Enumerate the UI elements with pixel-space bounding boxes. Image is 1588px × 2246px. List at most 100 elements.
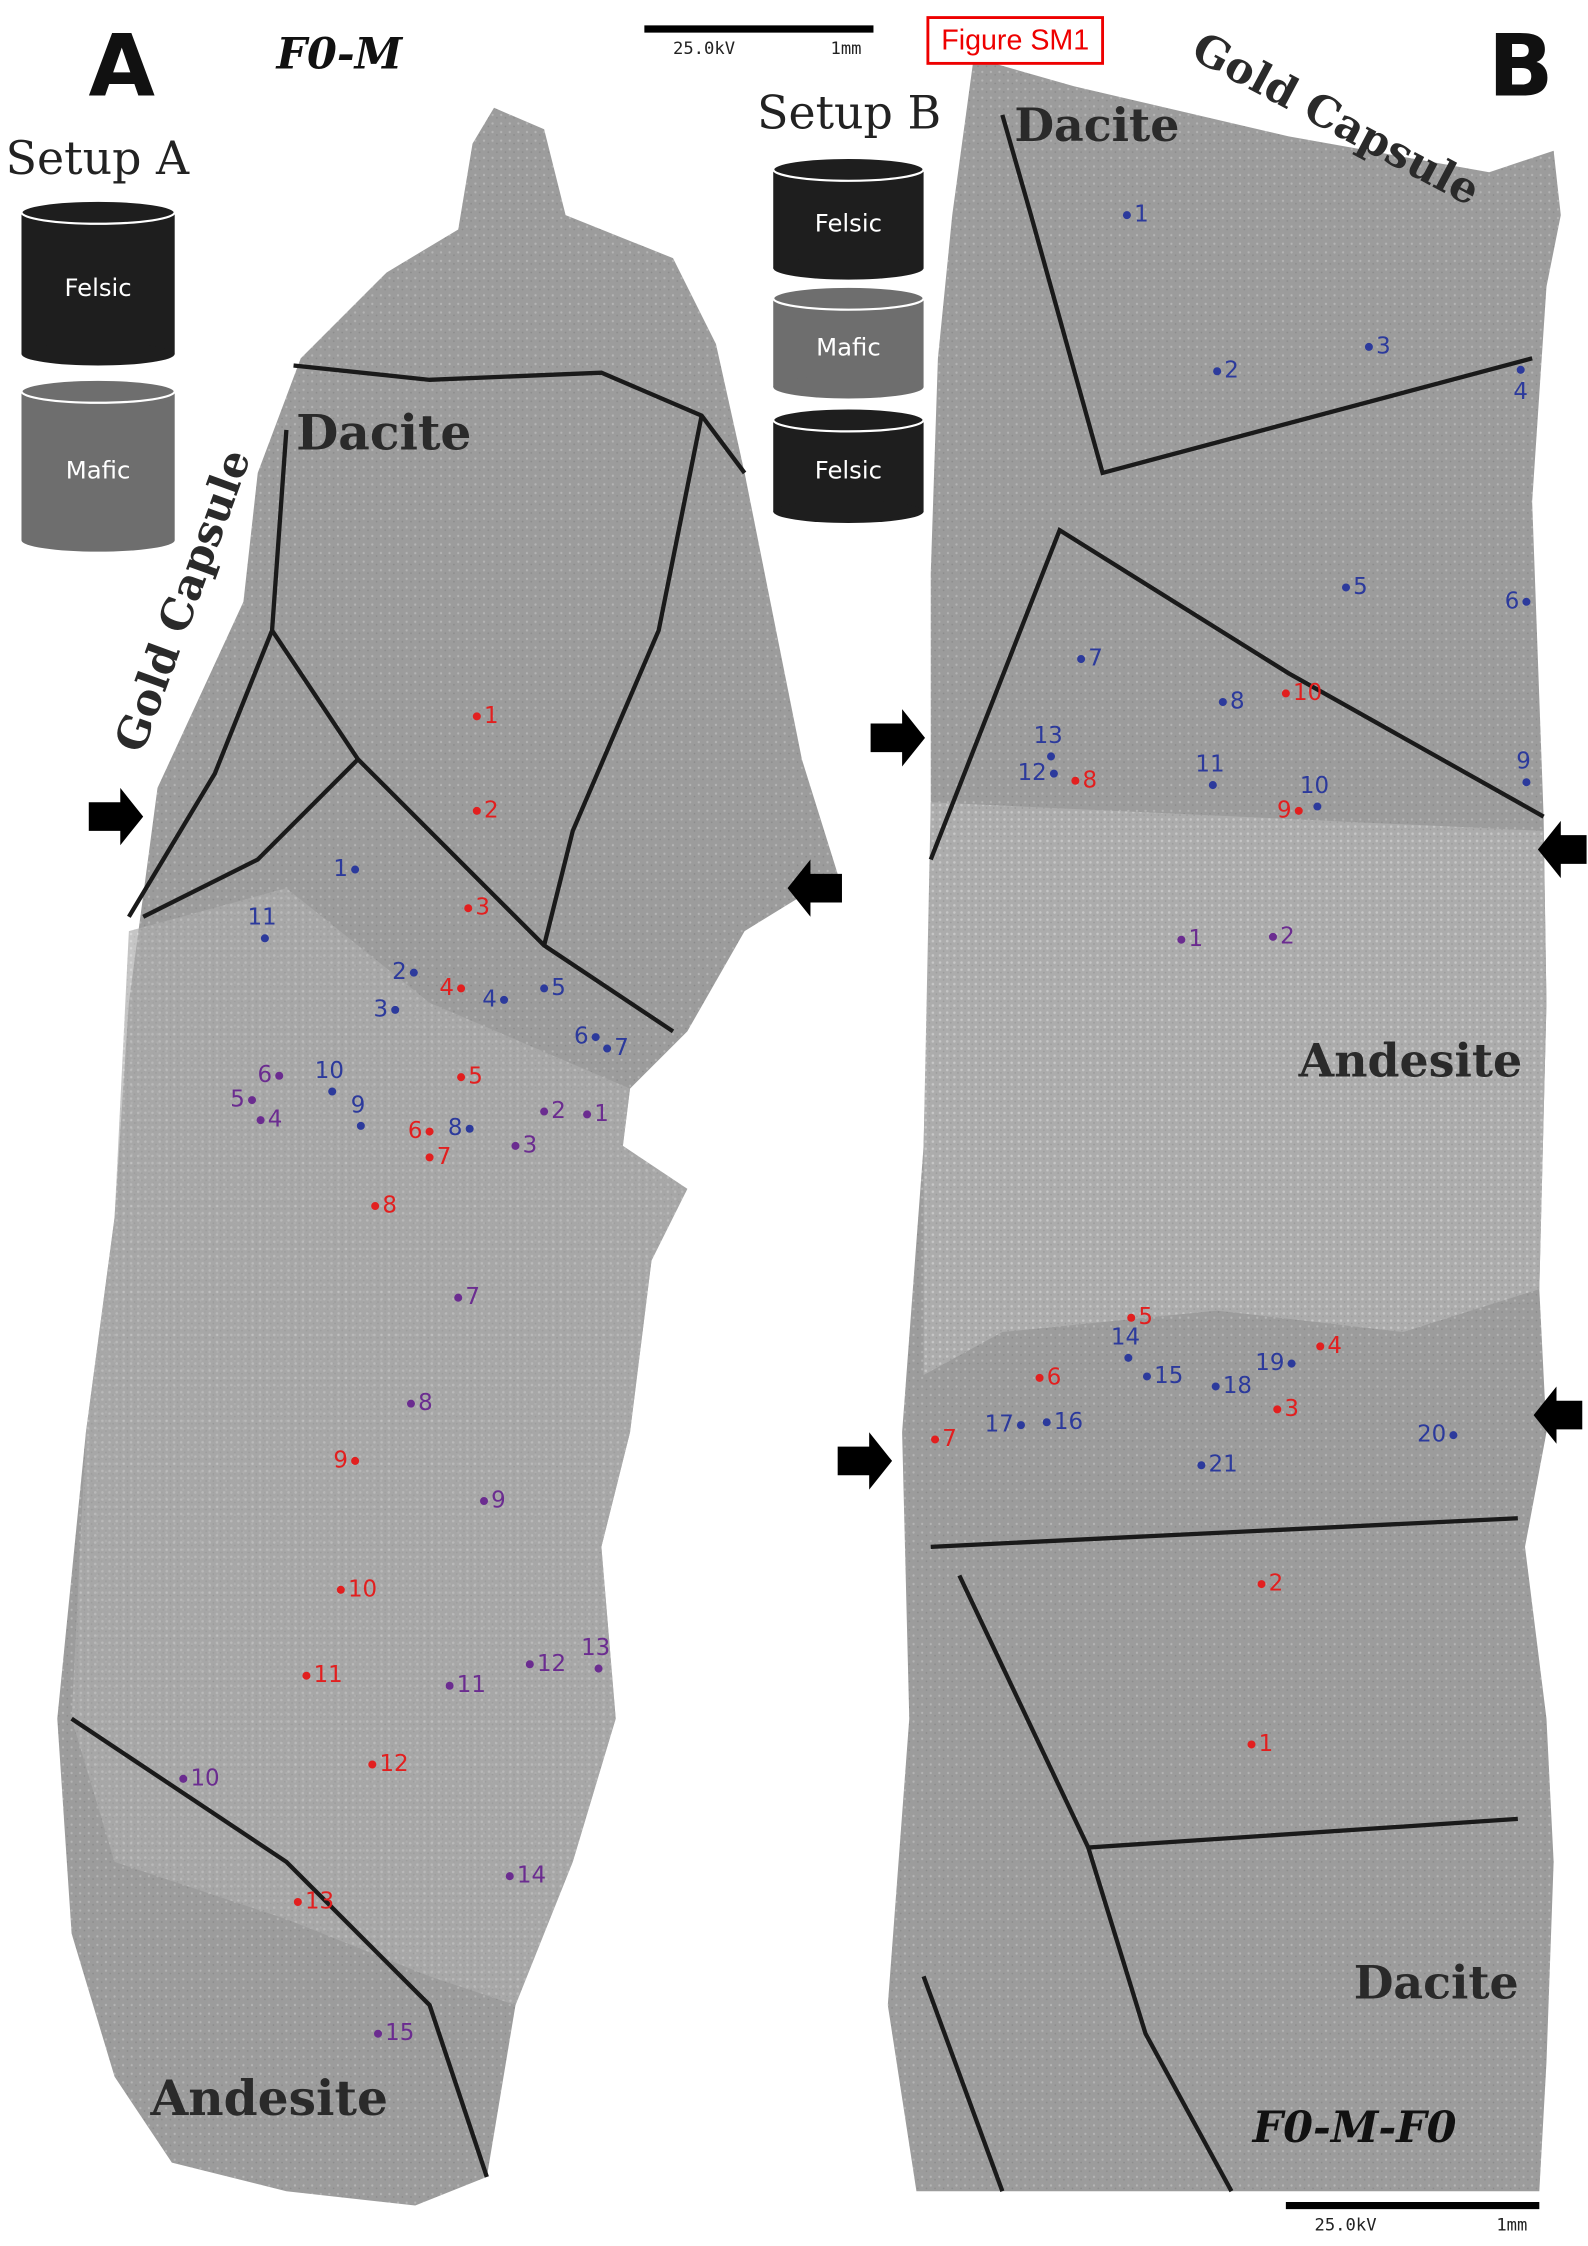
- point-label: 9: [333, 1447, 348, 1473]
- point-dot: [1269, 933, 1277, 941]
- point-dot: [1365, 343, 1373, 351]
- point-label: 7: [942, 1426, 957, 1452]
- point-dot: [454, 1294, 462, 1302]
- sample-name: F0-M-F0: [1252, 2103, 1457, 2153]
- point-dot: [480, 1497, 488, 1505]
- cylinder: Felsic: [773, 158, 923, 280]
- point-label: 16: [1054, 1409, 1083, 1435]
- point-dot: [1342, 583, 1350, 591]
- point-label: 20: [1417, 1422, 1446, 1448]
- cylinder-bottom: [773, 257, 923, 280]
- point-label: 4: [1513, 379, 1528, 405]
- point-dot: [294, 1898, 302, 1906]
- point-dot: [410, 969, 418, 977]
- point-label: 5: [551, 975, 566, 1001]
- panel-letter: A: [88, 16, 155, 116]
- point-dot: [540, 1108, 548, 1116]
- point-label: 9: [491, 1488, 506, 1514]
- point-label: 6: [1505, 588, 1520, 614]
- point-dot: [248, 1096, 256, 1104]
- point-dot: [457, 1073, 465, 1081]
- setup-title: Setup B: [757, 85, 941, 139]
- cylinder-label: Mafic: [66, 455, 131, 484]
- point-label: 15: [385, 2020, 414, 2046]
- point-dot: [337, 1586, 345, 1594]
- point-dot: [1258, 1580, 1266, 1588]
- point-dot: [473, 712, 481, 720]
- point-label: 1: [1188, 926, 1203, 952]
- scale-length: 1mm: [1496, 2216, 1527, 2236]
- cylinder-top: [21, 380, 174, 403]
- point-dot: [302, 1672, 310, 1680]
- point-dot: [426, 1153, 434, 1161]
- point-label: 3: [373, 996, 388, 1022]
- andesite-zone-b: [924, 802, 1547, 1375]
- point-label: 1: [1259, 1731, 1274, 1757]
- point-dot: [1313, 803, 1321, 811]
- point-label: 9: [1516, 749, 1531, 775]
- point-label: 6: [1047, 1364, 1062, 1390]
- point-label: 2: [484, 797, 499, 823]
- cylinder: Mafic: [773, 287, 923, 399]
- point-label: 3: [475, 895, 490, 921]
- point-label: 1: [333, 856, 348, 882]
- point-label: 11: [314, 1662, 343, 1688]
- cylinder-bottom: [21, 343, 174, 366]
- figure-label: Figure SM1: [941, 24, 1089, 56]
- point-label: 18: [1223, 1373, 1252, 1399]
- point-dot: [1143, 1372, 1151, 1380]
- point-label: 4: [1327, 1333, 1342, 1359]
- point-label: 8: [418, 1390, 433, 1416]
- point-label: 1: [484, 703, 499, 729]
- point-dot: [1071, 777, 1079, 785]
- figure: Figure SM1 AF0-MSetup AFelsicMaficDacite…: [0, 0, 1588, 2246]
- rock-label: Dacite: [1014, 98, 1179, 152]
- point-label: 1: [594, 1101, 609, 1127]
- point-dot: [1209, 781, 1217, 789]
- scale-length: 1mm: [831, 39, 862, 59]
- point-label: 9: [1277, 797, 1292, 823]
- point-dot: [603, 1045, 611, 1053]
- point-dot: [179, 1775, 187, 1783]
- cylinder: Mafic: [21, 380, 174, 552]
- rock-label: Dacite: [296, 405, 471, 462]
- point-label: 4: [439, 975, 454, 1001]
- scale-voltage: 25.0kV: [1315, 2216, 1377, 2236]
- cylinder-bottom: [773, 376, 923, 399]
- rock-label: Andesite: [1298, 1033, 1523, 1087]
- cylinder-label: Felsic: [815, 208, 882, 237]
- point-dot: [1295, 807, 1303, 815]
- cylinder-bottom: [21, 529, 174, 552]
- point-dot: [1288, 1360, 1296, 1368]
- point-dot: [457, 984, 465, 992]
- point-label: 5: [230, 1087, 245, 1113]
- point-dot: [368, 1760, 376, 1768]
- point-label: 12: [537, 1651, 566, 1677]
- point-dot: [526, 1660, 534, 1668]
- point-dot: [1517, 366, 1525, 374]
- point-label: 8: [1230, 689, 1245, 715]
- point-dot: [1127, 1314, 1135, 1322]
- point-dot: [328, 1087, 336, 1095]
- point-label: 10: [1300, 773, 1329, 799]
- rock-label: Andesite: [149, 2070, 388, 2127]
- point-label: 2: [1280, 923, 1295, 949]
- point-dot: [1219, 698, 1227, 706]
- point-dot: [931, 1435, 939, 1443]
- point-dot: [374, 2030, 382, 2038]
- point-label: 12: [1018, 760, 1047, 786]
- point-label: 4: [482, 986, 497, 1012]
- point-label: 7: [1088, 646, 1103, 672]
- point-dot: [583, 1110, 591, 1118]
- point-label: 17: [985, 1412, 1014, 1438]
- point-dot: [1282, 689, 1290, 697]
- cylinder-top: [773, 287, 923, 310]
- point-dot: [261, 934, 269, 942]
- point-dot: [1047, 752, 1055, 760]
- cylinder-label: Mafic: [816, 332, 881, 361]
- cylinder-top: [21, 201, 174, 224]
- scale-voltage: 25.0kV: [673, 39, 735, 59]
- page: Figure SM1 AF0-MSetup AFelsicMaficDacite…: [0, 0, 1588, 2246]
- point-dot: [506, 1872, 514, 1880]
- point-dot: [275, 1072, 283, 1080]
